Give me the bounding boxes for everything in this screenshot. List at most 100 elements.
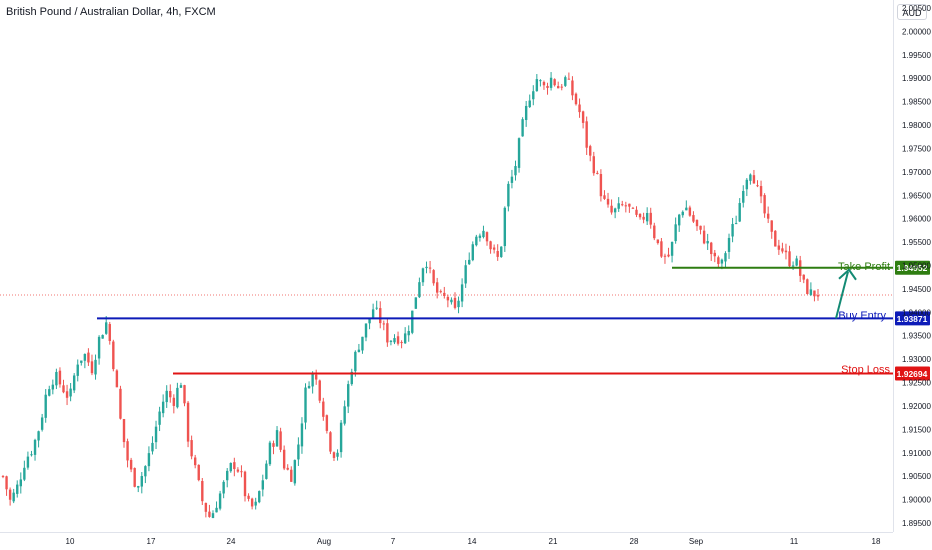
candle-body [26, 456, 30, 468]
candle-body [752, 175, 756, 184]
candle-body [428, 267, 432, 269]
currency-badge[interactable]: AUD [897, 4, 927, 20]
candle-body [589, 146, 592, 156]
candle-body [446, 296, 450, 301]
candle-body [286, 467, 289, 470]
candle-body [759, 186, 763, 197]
candle-body [322, 401, 325, 417]
candle-body [151, 442, 154, 452]
y-tick-label: 1.89500 [902, 519, 931, 528]
candle-body [350, 371, 353, 385]
y-tick-label: 1.93500 [902, 332, 931, 341]
level-label: Take Profit [838, 261, 890, 273]
candle-body [535, 79, 539, 92]
candle-body [122, 419, 126, 443]
candle-body [496, 251, 499, 257]
candle-body [90, 361, 94, 374]
candle-body [670, 241, 674, 256]
candle-body [478, 235, 482, 238]
price-axis-divider [893, 0, 894, 532]
candle-body [293, 460, 297, 484]
time-axis-divider [0, 532, 893, 533]
candle-body [1, 475, 5, 477]
level-price-text: 1.92694 [897, 369, 928, 379]
candle-body [439, 291, 442, 293]
candle-body [304, 387, 307, 423]
y-tick-label: 1.96000 [902, 215, 931, 224]
candle-body [642, 216, 645, 220]
candle-body [275, 430, 279, 447]
candle-body [371, 309, 375, 318]
candle-body [129, 459, 133, 470]
candle-body [133, 468, 136, 487]
candle-body [628, 203, 631, 207]
candle-body [599, 174, 603, 197]
candle-body [802, 274, 805, 280]
candle-body [343, 406, 346, 424]
y-tick-label: 1.95500 [902, 238, 931, 247]
candle-body [806, 279, 809, 294]
candle-body [720, 259, 724, 264]
candle-body [617, 203, 620, 209]
candle-body [738, 203, 741, 222]
candle-body [329, 432, 332, 452]
candle-body [407, 330, 410, 336]
candle-body [475, 236, 478, 246]
y-tick-label: 1.92500 [902, 379, 931, 388]
candle-body [788, 251, 791, 267]
candle-body [549, 77, 553, 88]
candle-body [229, 462, 232, 472]
candle-body [87, 352, 90, 363]
candle-body [453, 297, 457, 308]
candle-body [354, 351, 357, 372]
candle-body [678, 214, 681, 226]
x-tick-label: 10 [66, 537, 75, 546]
candle-body [208, 511, 211, 517]
candle-body [347, 384, 350, 407]
candle-body [8, 489, 12, 500]
candle-body [403, 333, 407, 344]
candle-body [521, 119, 524, 137]
candle-body [12, 492, 15, 502]
candle-body [471, 244, 474, 261]
candle-body [731, 223, 734, 237]
y-tick-label: 1.98500 [902, 98, 931, 107]
candle-body [179, 385, 183, 388]
candle-body [400, 342, 403, 344]
candle-body [425, 266, 428, 269]
candle-body [364, 323, 368, 338]
candle-body [510, 176, 514, 183]
candle-body [443, 292, 446, 296]
candle-body [621, 204, 624, 206]
candle-body [325, 415, 329, 431]
level-label: Buy Entry [838, 310, 886, 322]
candle-body [300, 423, 304, 447]
candle-body [421, 268, 425, 283]
candle-body [528, 100, 531, 108]
candle-body [126, 441, 129, 461]
candle-body [606, 198, 610, 205]
candle-body [645, 213, 649, 222]
candle-body [76, 364, 79, 376]
candle-body [816, 295, 820, 297]
candle-body [724, 253, 727, 262]
candle-body [695, 219, 699, 227]
y-tick-label: 1.96500 [902, 191, 931, 200]
candle-body [706, 241, 709, 244]
candle-body [418, 282, 421, 298]
candle-body [16, 484, 19, 494]
candle-body [226, 470, 229, 481]
candle-body [55, 371, 58, 386]
candle-body [688, 207, 692, 216]
candle-body [539, 80, 542, 82]
candle-body [97, 336, 101, 359]
candle-body [154, 426, 158, 443]
y-tick-label: 2.00000 [902, 27, 931, 36]
candle-body [514, 166, 517, 176]
candle-body [585, 121, 588, 148]
candle-body [553, 79, 556, 86]
x-tick-label: 24 [227, 537, 236, 546]
candle-body [282, 449, 286, 469]
candle-body [393, 338, 396, 343]
